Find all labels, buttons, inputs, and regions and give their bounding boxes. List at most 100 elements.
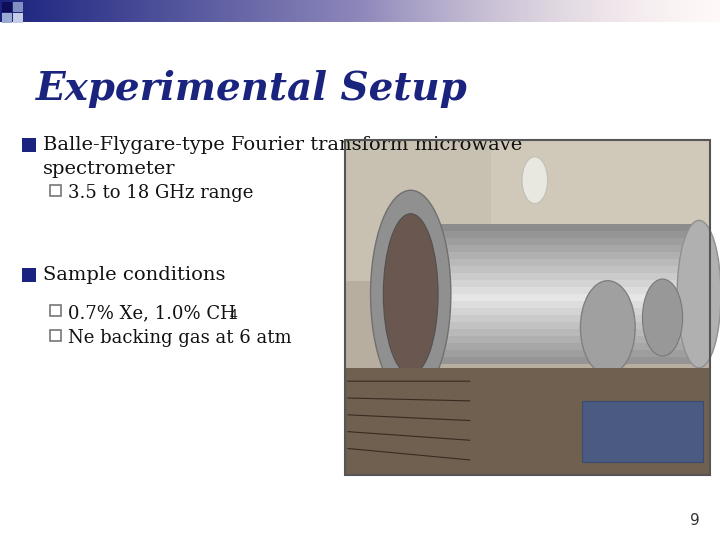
Bar bbox=[218, 0, 220, 22]
Bar bbox=[98, 0, 101, 22]
Bar bbox=[372, 0, 374, 22]
Bar bbox=[266, 0, 269, 22]
Bar bbox=[436, 315, 699, 322]
Bar bbox=[232, 0, 235, 22]
Bar bbox=[210, 0, 212, 22]
Bar bbox=[414, 0, 416, 22]
Bar bbox=[478, 0, 480, 22]
Bar bbox=[512, 0, 515, 22]
Bar bbox=[458, 0, 461, 22]
Bar bbox=[644, 0, 647, 22]
Bar bbox=[614, 0, 616, 22]
Bar bbox=[698, 0, 701, 22]
Bar bbox=[94, 0, 96, 22]
Bar bbox=[52, 0, 55, 22]
Bar bbox=[632, 0, 634, 22]
Bar bbox=[514, 0, 516, 22]
Bar bbox=[666, 0, 668, 22]
Bar bbox=[174, 0, 176, 22]
Bar bbox=[286, 0, 289, 22]
Ellipse shape bbox=[580, 281, 635, 375]
Bar bbox=[674, 0, 677, 22]
Bar bbox=[532, 0, 534, 22]
Bar bbox=[712, 0, 714, 22]
Bar bbox=[662, 0, 665, 22]
Bar bbox=[440, 0, 443, 22]
Bar bbox=[590, 0, 593, 22]
Bar bbox=[596, 0, 598, 22]
Bar bbox=[620, 0, 623, 22]
Bar bbox=[334, 0, 336, 22]
Bar bbox=[536, 0, 539, 22]
Bar bbox=[74, 0, 76, 22]
Bar bbox=[416, 0, 418, 22]
Text: Ne backing gas at 6 atm: Ne backing gas at 6 atm bbox=[68, 329, 292, 347]
Bar bbox=[234, 0, 236, 22]
Bar bbox=[436, 245, 699, 252]
Bar bbox=[194, 0, 197, 22]
Bar bbox=[30, 0, 32, 22]
Bar bbox=[436, 266, 699, 273]
Bar bbox=[534, 0, 536, 22]
Bar bbox=[13, 2, 23, 12]
Bar bbox=[436, 357, 699, 364]
Bar bbox=[702, 0, 704, 22]
Bar bbox=[336, 0, 338, 22]
Bar bbox=[710, 0, 713, 22]
Bar bbox=[686, 0, 688, 22]
Bar bbox=[80, 0, 83, 22]
Bar bbox=[670, 0, 672, 22]
Bar bbox=[238, 0, 240, 22]
Bar bbox=[2, 0, 4, 22]
Bar bbox=[446, 0, 449, 22]
Bar bbox=[358, 0, 361, 22]
Bar bbox=[56, 0, 58, 22]
Bar bbox=[64, 0, 66, 22]
FancyArrowPatch shape bbox=[348, 448, 470, 460]
Bar bbox=[8, 0, 11, 22]
Bar bbox=[436, 287, 699, 294]
Bar bbox=[76, 0, 78, 22]
Bar bbox=[320, 0, 323, 22]
Bar bbox=[148, 0, 150, 22]
Bar bbox=[338, 0, 341, 22]
Bar bbox=[526, 0, 528, 22]
Bar bbox=[586, 0, 588, 22]
Bar bbox=[528, 0, 531, 22]
Bar bbox=[682, 0, 685, 22]
Bar bbox=[60, 0, 63, 22]
Bar bbox=[12, 0, 14, 22]
Bar bbox=[718, 0, 720, 22]
Bar bbox=[134, 0, 137, 22]
Bar bbox=[244, 0, 246, 22]
Bar bbox=[420, 0, 423, 22]
Bar bbox=[548, 0, 551, 22]
Bar bbox=[184, 0, 186, 22]
Bar bbox=[608, 0, 611, 22]
Bar bbox=[38, 0, 40, 22]
Bar bbox=[466, 0, 469, 22]
Bar bbox=[108, 0, 110, 22]
Bar bbox=[122, 0, 125, 22]
Bar bbox=[345, 140, 710, 281]
Bar bbox=[592, 0, 595, 22]
Bar bbox=[622, 0, 624, 22]
Bar bbox=[640, 0, 642, 22]
Bar bbox=[588, 0, 590, 22]
Bar bbox=[166, 0, 168, 22]
Bar bbox=[272, 0, 274, 22]
Bar bbox=[708, 0, 711, 22]
Bar bbox=[498, 0, 500, 22]
Bar bbox=[476, 0, 479, 22]
Bar bbox=[242, 0, 245, 22]
Bar bbox=[402, 0, 405, 22]
Bar bbox=[186, 0, 189, 22]
Bar bbox=[322, 0, 325, 22]
Bar bbox=[198, 0, 200, 22]
FancyArrowPatch shape bbox=[348, 415, 470, 421]
Bar bbox=[424, 0, 426, 22]
Bar bbox=[518, 0, 521, 22]
Bar bbox=[492, 0, 495, 22]
Bar bbox=[2, 2, 12, 12]
Bar bbox=[400, 0, 402, 22]
